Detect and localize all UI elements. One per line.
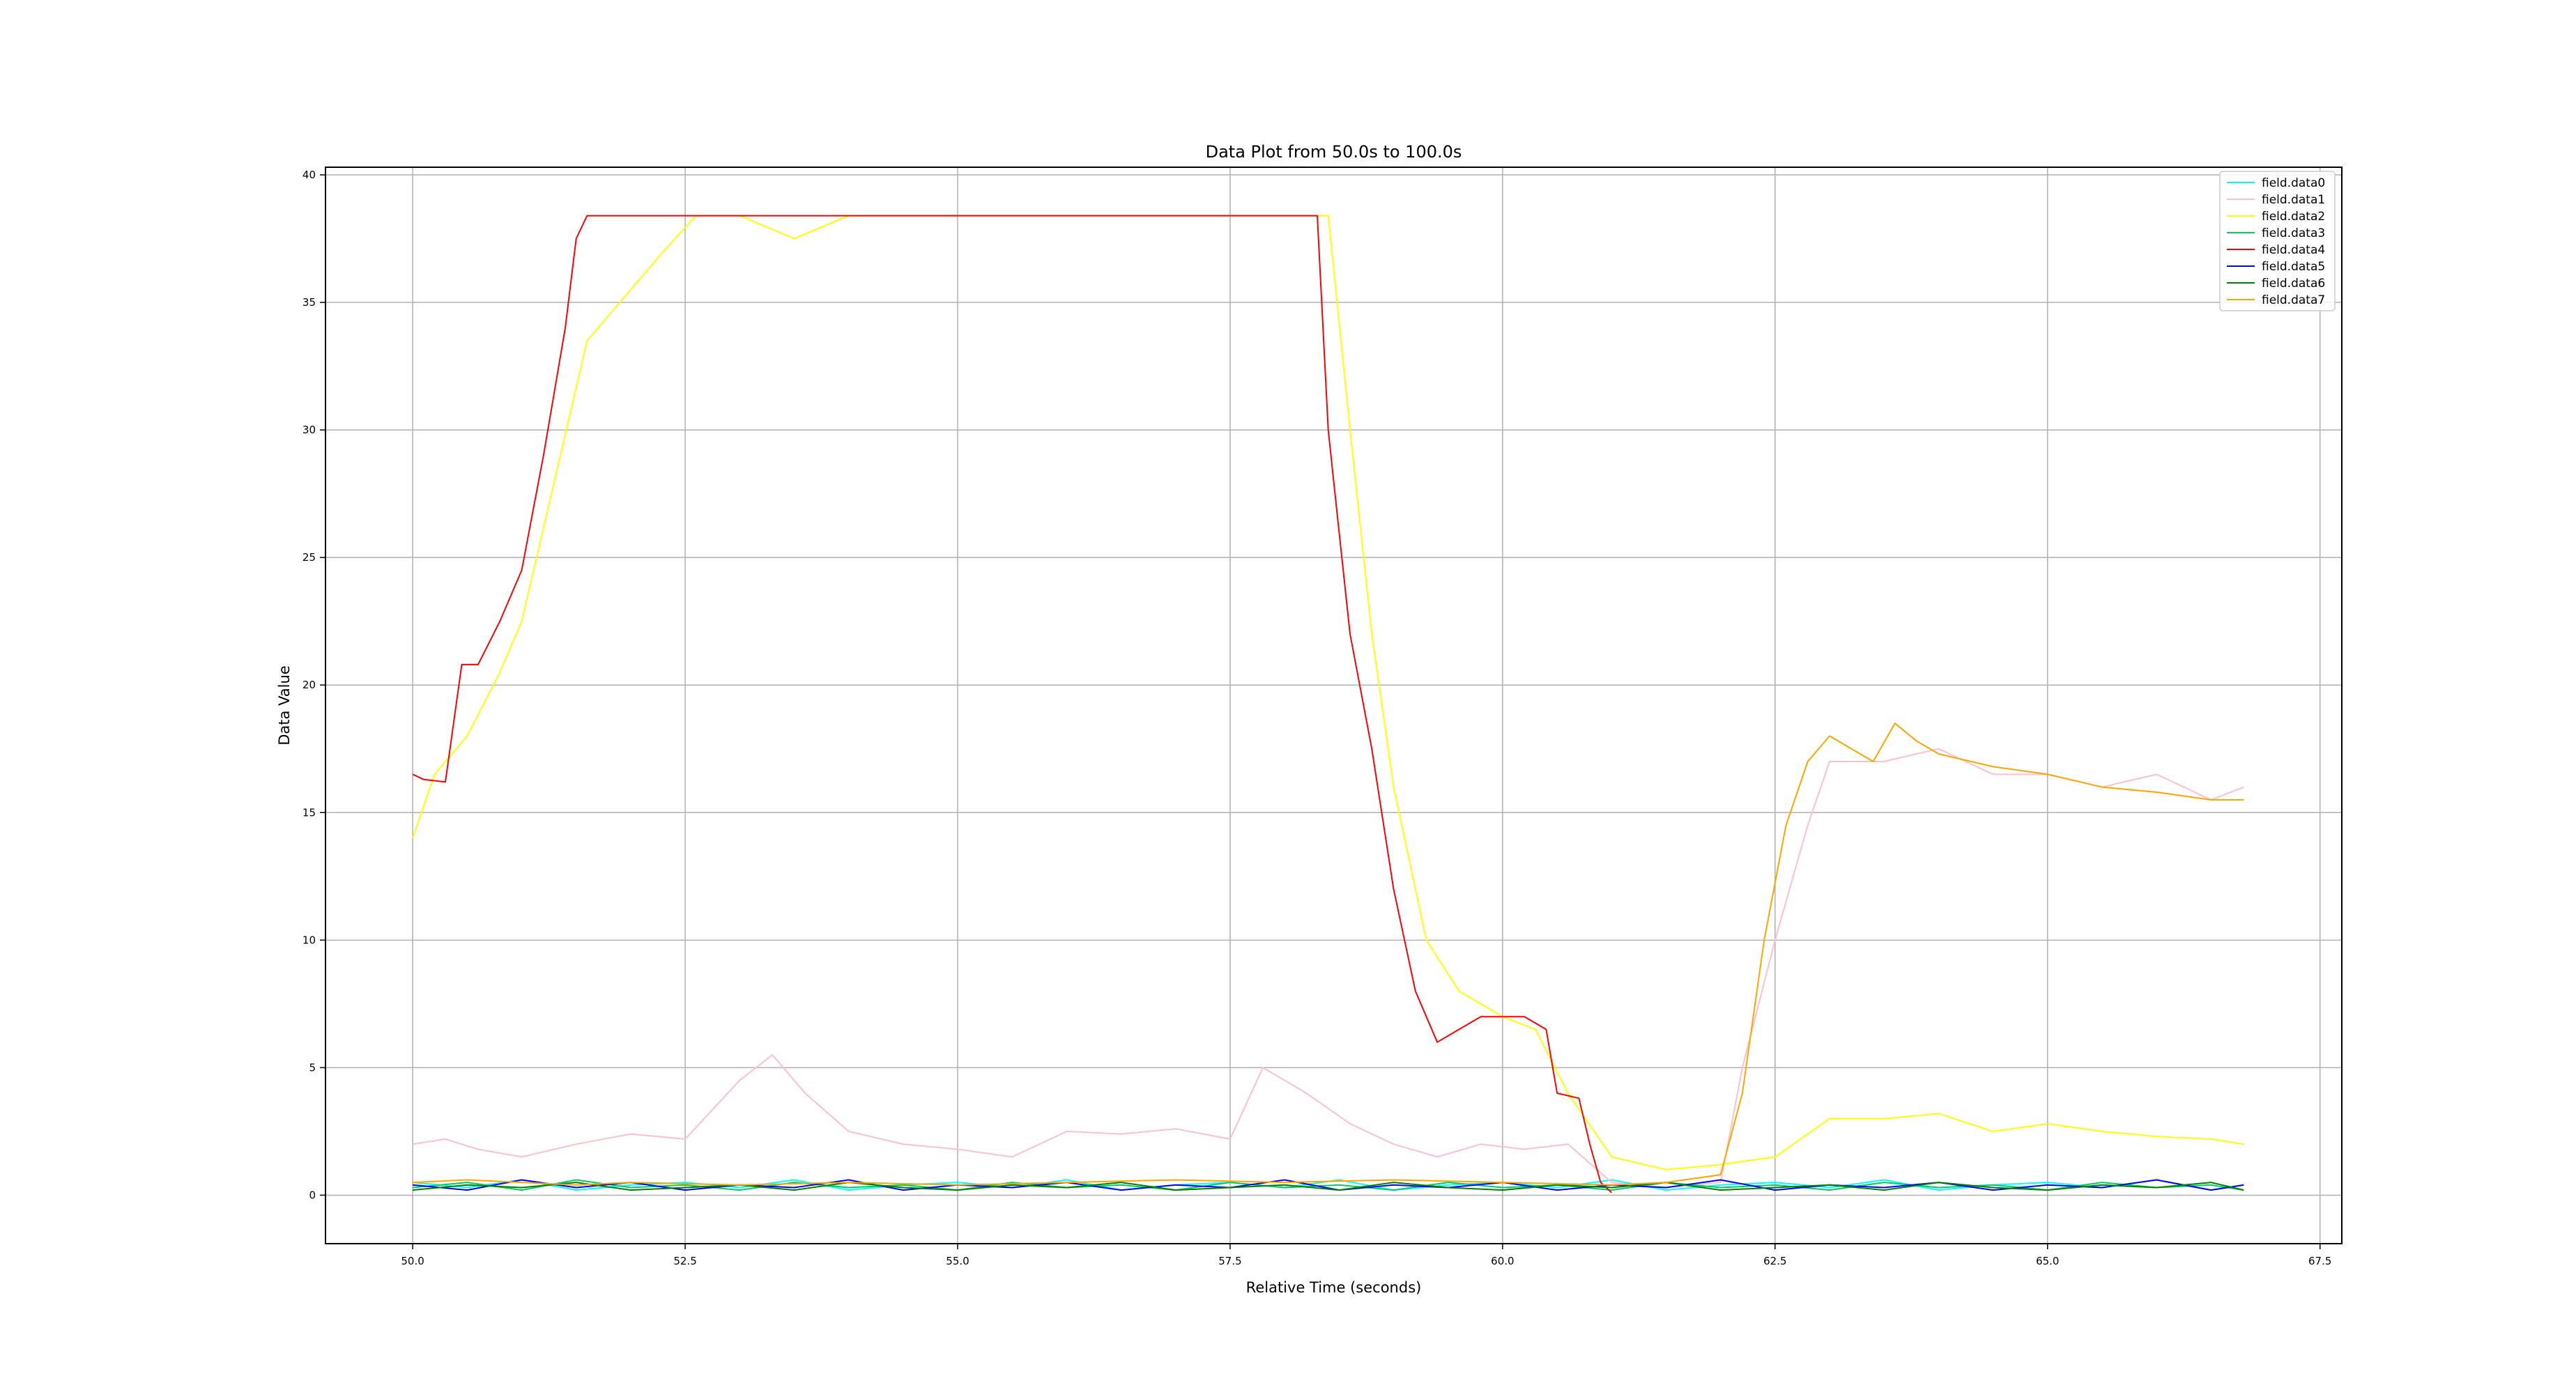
legend: field.data0 field.data1 field.data2 field.d… [2219,171,2336,311]
x-tick-label: 65.0 [2036,1255,2059,1267]
x-tick-label: 52.5 [673,1255,696,1267]
x-axis-label: Relative Time (seconds) [1246,1279,1422,1296]
x-tick-label: 55.0 [946,1255,969,1267]
y-tick-label: 25 [302,551,316,564]
x-axis-ticks: 50.0 52.5 55.0 57.5 60.0 62.5 65.0 67.5 [401,1244,2331,1267]
series-lines [412,215,2244,1193]
legend-label: field.data4 [2262,243,2325,257]
legend-box [2219,171,2336,311]
x-tick-label: 60.0 [1491,1255,1514,1267]
series-line-field-data2 [412,215,2244,1170]
legend-label: field.data2 [2262,210,2325,224]
legend-label: field.data7 [2262,293,2325,307]
series-line-field-data6 [413,1182,2244,1191]
legend-label: field.data3 [2262,226,2325,240]
x-tick-label: 62.5 [1763,1255,1786,1267]
series-line-field-data4 [412,215,1612,1193]
legend-label: field.data1 [2262,193,2325,207]
legend-label: field.data5 [2262,260,2325,274]
y-axis-ticks: 0 5 10 15 20 25 30 35 40 [302,169,325,1201]
legend-label: field.data6 [2262,277,2325,291]
chart-title: Data Plot from 50.0s to 100.0s [1206,142,1462,162]
axes-frame [325,167,2343,1244]
y-tick-label: 20 [302,679,316,691]
series-line-field-data3 [413,1179,2244,1191]
y-tick-label: 5 [309,1061,316,1074]
y-tick-label: 15 [302,806,316,819]
y-tick-label: 30 [302,424,316,436]
y-tick-label: 10 [302,934,316,946]
x-tick-label: 50.0 [401,1255,424,1267]
x-tick-label: 57.5 [1218,1255,1241,1267]
y-tick-label: 35 [302,296,316,309]
y-tick-label: 0 [309,1189,316,1201]
y-tick-label: 40 [302,169,316,181]
y-axis-label: Data Value [276,665,293,745]
x-tick-label: 67.5 [2308,1255,2331,1267]
series-line-field-data1 [412,748,2244,1189]
grid-lines [325,167,2342,1244]
legend-label: field.data0 [2262,176,2325,190]
series-line-field-data7 [413,723,2244,1186]
